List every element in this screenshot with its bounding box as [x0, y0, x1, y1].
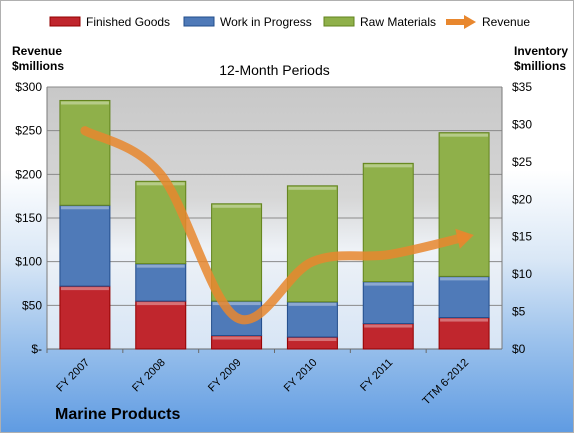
legend-arrowhead [464, 15, 476, 29]
left-tick-label: $200 [15, 167, 42, 181]
x-tick-label: FY 2008 [130, 357, 168, 395]
legend-label: Work in Progress [220, 15, 312, 29]
revenue-arrowhead [455, 228, 474, 249]
right-tick-label: $10 [512, 267, 532, 281]
bar-segment [211, 203, 263, 302]
bar-segment [362, 281, 414, 325]
left-axis-title-line1: Revenue [12, 44, 62, 58]
bar-segment [135, 180, 187, 265]
left-axis-title-line2: $millions [12, 59, 64, 73]
bar-segment [438, 275, 490, 319]
bar-segment [286, 301, 338, 338]
bar-highlight [288, 186, 337, 190]
left-tick-label: $150 [15, 211, 42, 225]
bar-highlight [288, 302, 337, 306]
bar-highlight [364, 324, 413, 328]
bar-highlight [440, 133, 489, 137]
bar-highlight [440, 277, 489, 281]
legend-label: Revenue [482, 15, 530, 29]
left-tick-label: $- [31, 342, 42, 356]
revenue-line [80, 126, 469, 325]
bar-segment [438, 132, 490, 277]
left-tick-label: $300 [15, 80, 42, 94]
bar-highlight [364, 282, 413, 286]
bar-highlight [136, 182, 185, 186]
right-tick-label: $5 [512, 305, 526, 319]
x-tick-label: FY 2010 [282, 357, 320, 395]
x-tick-label: FY 2007 [54, 357, 92, 395]
bar-highlight [212, 204, 261, 208]
left-tick-label: $50 [22, 298, 42, 312]
bar-highlight [136, 264, 185, 268]
bar-segment [135, 300, 187, 350]
bar-highlight [288, 338, 337, 342]
bar-highlight [212, 302, 261, 306]
bar-segment [135, 263, 187, 302]
right-axis-title-line1: Inventory [514, 44, 568, 58]
legend-label: Finished Goods [86, 15, 170, 29]
chart-title: 12-Month Periods [219, 62, 330, 78]
bar-highlight [364, 164, 413, 168]
legend-swatch [49, 16, 81, 27]
x-tick-label: TTM 6-2012 [420, 357, 471, 408]
left-tick-label: $250 [15, 124, 42, 138]
legend-label: Raw Materials [360, 15, 436, 29]
bar-segment [59, 99, 111, 206]
right-tick-label: $15 [512, 230, 532, 244]
company-name: Marine Products [55, 406, 181, 423]
bar-highlight [60, 206, 109, 210]
bar-highlight [60, 287, 109, 291]
legend-swatch [183, 16, 215, 27]
bar-segment [362, 162, 414, 283]
right-tick-label: $20 [512, 192, 532, 206]
legend-swatch [323, 16, 355, 27]
right-tick-label: $0 [512, 342, 526, 356]
bar-highlight [60, 101, 109, 105]
right-tick-label: $25 [512, 155, 532, 169]
bar-segment [59, 204, 111, 287]
x-tick-label: FY 2011 [358, 357, 395, 394]
right-axis-title-line2: $millions [514, 59, 566, 73]
x-tick-label: FY 2009 [206, 357, 244, 395]
bar-segment [438, 317, 490, 350]
left-tick-label: $100 [15, 255, 42, 269]
bar-highlight [212, 336, 261, 340]
right-tick-label: $30 [512, 117, 532, 131]
right-tick-label: $35 [512, 80, 532, 94]
bar-highlight [136, 302, 185, 306]
bar-segment [59, 285, 111, 350]
bar-segment [286, 185, 338, 303]
bar-highlight [440, 318, 489, 322]
